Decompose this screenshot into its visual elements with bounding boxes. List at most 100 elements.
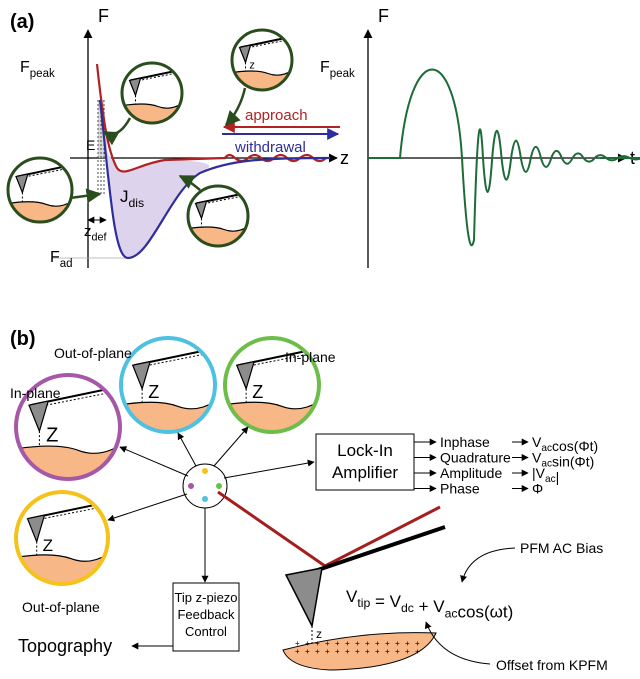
kpfm-offset: Offset from KPFM <box>496 657 608 673</box>
hub-dot <box>216 483 222 489</box>
inset-z: Z <box>148 382 159 402</box>
mode-label: Out-of-plane <box>54 345 132 361</box>
charge: + <box>365 639 370 648</box>
inset-ring <box>14 490 110 586</box>
inset-pointer <box>178 174 201 191</box>
tip <box>131 360 151 391</box>
text-part: sin(Φt) <box>552 454 594 470</box>
text-part: F <box>320 59 330 76</box>
e-label: E <box>86 137 95 153</box>
charge: + <box>375 647 380 656</box>
tip <box>28 400 50 433</box>
tip <box>194 200 208 221</box>
tip <box>128 77 142 98</box>
axis-label: F <box>98 6 109 26</box>
mode-label: In-plane <box>10 385 61 401</box>
tip <box>235 360 255 391</box>
peak-label: Fpeak <box>20 59 55 80</box>
hub-dot <box>202 468 208 474</box>
cantilever <box>299 525 446 578</box>
text-part: V <box>532 450 542 466</box>
inset-z: z <box>249 59 255 71</box>
charge: + <box>295 639 300 648</box>
arrow <box>213 426 249 467</box>
text-part: V <box>346 587 358 606</box>
subscript: ac <box>445 606 458 620</box>
subscript: def <box>92 232 108 244</box>
output-result: |Vac| <box>532 465 559 485</box>
peak-label: Fpeak <box>320 59 355 80</box>
text-part: z <box>84 223 92 240</box>
text-part: V <box>532 434 542 450</box>
axis-label: F <box>378 6 389 26</box>
charge: + <box>345 639 350 648</box>
output-result: Φ <box>532 481 543 497</box>
subscript: ac <box>541 459 552 470</box>
subscript: ad <box>60 258 73 270</box>
inset-pointer <box>69 188 102 204</box>
charge: + <box>415 639 420 648</box>
charge: + <box>405 639 410 648</box>
charge: + <box>335 647 340 656</box>
kpfm-arrow <box>424 621 491 665</box>
output-result: Vaccos(Φt) <box>532 434 598 454</box>
charge: + <box>305 647 310 656</box>
charge: + <box>385 639 390 648</box>
text-part: = V <box>370 592 401 611</box>
text-part: | <box>556 469 560 485</box>
sample <box>282 632 437 671</box>
arrow <box>177 432 197 467</box>
withdrawal-label: withdrawal <box>234 139 306 156</box>
arrow <box>107 493 188 522</box>
inset-z: Z <box>252 382 263 402</box>
text-part: J <box>120 187 129 206</box>
cantilever-shadow <box>30 390 120 409</box>
laser <box>217 490 441 568</box>
subscript: dis <box>129 196 145 210</box>
text-part: F <box>50 249 60 266</box>
approach-curve <box>95 63 327 173</box>
subscript: peak <box>330 68 355 80</box>
charge: + <box>405 647 410 656</box>
subscript: ac <box>545 474 556 485</box>
topography: Topography <box>18 636 112 656</box>
charge: + <box>355 639 360 648</box>
text-part: Φ <box>532 481 543 497</box>
jdis-label: Jdis <box>120 187 144 210</box>
lockin-text: Lock-In <box>337 441 393 460</box>
equation: Vtip = Vdc + Vaccos(ωt) <box>346 587 513 621</box>
inset-ring <box>186 184 250 248</box>
approach-label: approach <box>245 107 308 124</box>
inset-ring <box>6 156 74 224</box>
fad-label: Fad <box>50 249 73 270</box>
feedback-text: Feedback <box>177 607 235 622</box>
subscript: peak <box>30 68 55 80</box>
mode-label: In-plane <box>285 349 336 365</box>
output-result: Vacsin(Φt) <box>532 450 594 470</box>
feedback-text: Tip z-piezo <box>174 590 237 605</box>
text-part: + V <box>414 597 445 616</box>
charge: + <box>295 647 300 656</box>
feedback-box <box>172 582 240 652</box>
panel-label: (a) <box>10 11 34 33</box>
text-part: F <box>20 59 30 76</box>
inset-ring <box>119 336 217 434</box>
subscript: tip <box>357 596 370 610</box>
bias-arrow <box>460 547 516 583</box>
tip <box>26 514 46 544</box>
mode-label: Out-of-plane <box>22 599 100 615</box>
inset-ring <box>120 61 184 125</box>
inset-pointer <box>102 117 132 146</box>
hub-dot <box>188 483 194 489</box>
charge: + <box>345 647 350 656</box>
text-part: cos(Φt) <box>552 438 598 454</box>
pfm-bias: PFM AC Bias <box>520 540 603 556</box>
charge: + <box>335 639 340 648</box>
tip <box>284 567 323 629</box>
withdrawal-curve <box>98 99 331 260</box>
inset-z: Z <box>43 536 53 555</box>
tip <box>238 44 252 65</box>
lockin-box <box>315 433 415 491</box>
subscript: dc <box>401 601 414 615</box>
axis-label: z <box>340 148 349 168</box>
